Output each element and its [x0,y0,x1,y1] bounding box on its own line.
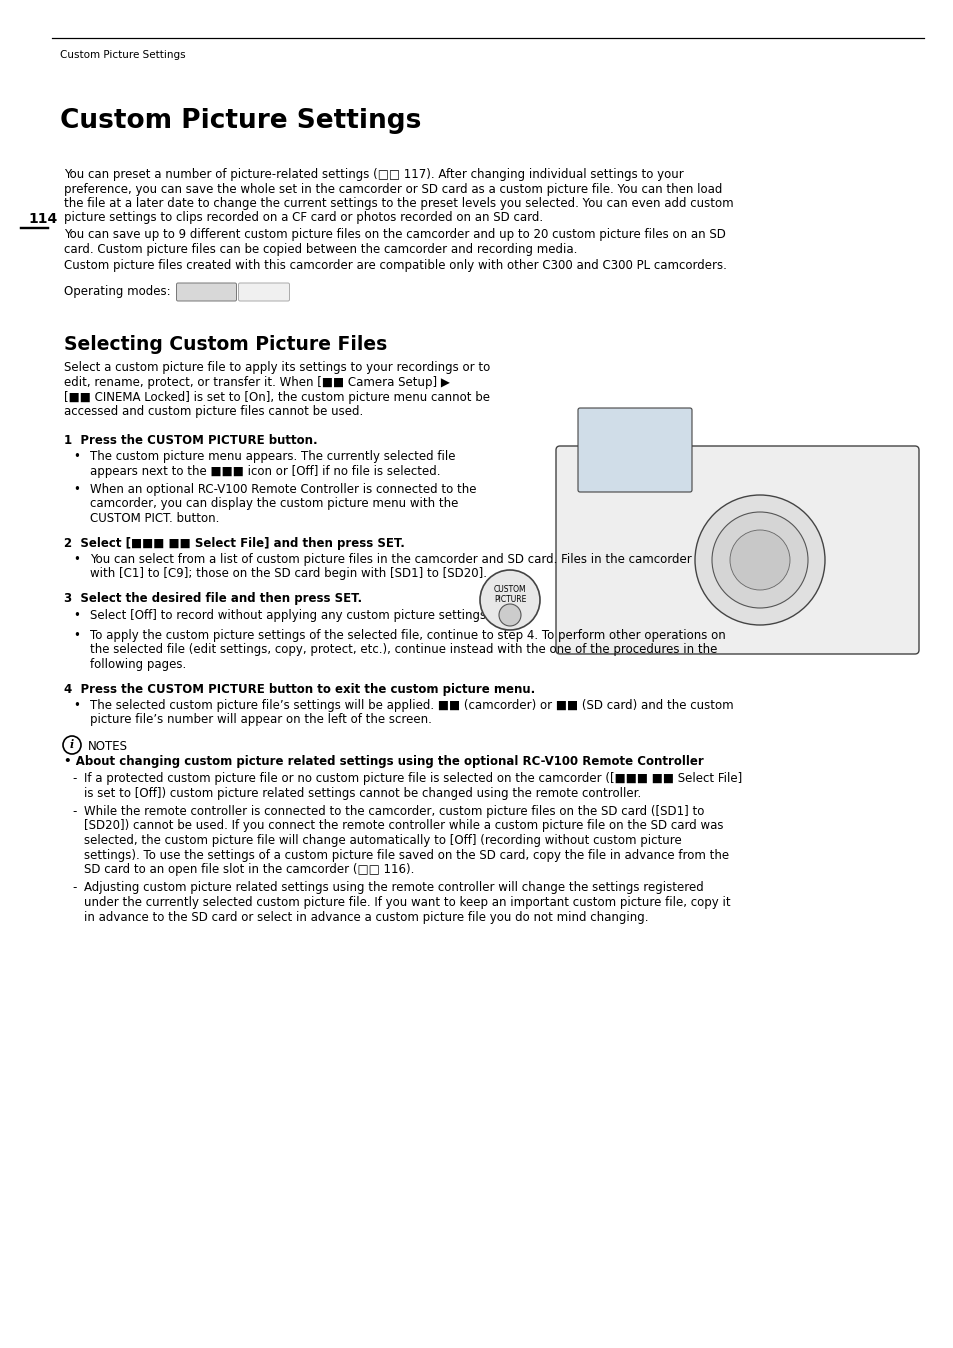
Text: accessed and custom picture files cannot be used.: accessed and custom picture files cannot… [64,404,363,418]
Text: appears next to the ■■■ icon or [Off] if no file is selected.: appears next to the ■■■ icon or [Off] if… [90,465,440,477]
Text: [■■ CINEMA Locked] is set to [On], the custom picture menu cannot be: [■■ CINEMA Locked] is set to [On], the c… [64,391,490,403]
Circle shape [729,530,789,590]
Circle shape [695,495,824,625]
Text: To apply the custom picture settings of the selected file, continue to step 4. T: To apply the custom picture settings of … [90,630,725,642]
Text: •: • [73,553,80,566]
Text: CUSTOM: CUSTOM [493,585,526,594]
Text: -: - [71,805,76,818]
Text: following pages.: following pages. [90,658,186,671]
Text: SD card to an open file slot in the camcorder (□□ 116).: SD card to an open file slot in the camc… [84,863,414,876]
Text: Select [Off] to record without applying any custom picture settings.: Select [Off] to record without applying … [90,608,489,621]
Text: picture settings to clips recorded on a CF card or photos recorded on an SD card: picture settings to clips recorded on a … [64,212,542,225]
Text: preference, you can save the whole set in the camcorder or SD card as a custom p: preference, you can save the whole set i… [64,182,721,195]
Text: If a protected custom picture file or no custom picture file is selected on the : If a protected custom picture file or no… [84,772,741,785]
Text: You can save up to 9 different custom picture files on the camcorder and up to 2: You can save up to 9 different custom pi… [64,228,725,241]
Text: Adjusting custom picture related settings using the remote controller will chang: Adjusting custom picture related setting… [84,882,703,895]
FancyBboxPatch shape [556,446,918,654]
Text: card. Custom picture files can be copied between the camcorder and recording med: card. Custom picture files can be copied… [64,243,577,256]
Text: The custom picture menu appears. The currently selected file: The custom picture menu appears. The cur… [90,450,455,462]
Text: camcorder, you can display the custom picture menu with the: camcorder, you can display the custom pi… [90,497,457,511]
Text: 1  Press the CUSTOM PICTURE button.: 1 Press the CUSTOM PICTURE button. [64,434,317,446]
Circle shape [498,604,520,625]
Text: is set to [Off]) custom picture related settings cannot be changed using the rem: is set to [Off]) custom picture related … [84,786,640,799]
Text: While the remote controller is connected to the camcorder, custom picture files : While the remote controller is connected… [84,805,703,818]
Text: with [C1] to [C9]; those on the SD card begin with [SD1] to [SD20].: with [C1] to [C9]; those on the SD card … [90,568,486,581]
Text: 4  Press the CUSTOM PICTURE button to exit the custom picture menu.: 4 Press the CUSTOM PICTURE button to exi… [64,682,535,696]
Text: [SD20]) cannot be used. If you connect the remote controller while a custom pict: [SD20]) cannot be used. If you connect t… [84,820,722,833]
Text: •: • [73,450,80,462]
Text: the file at a later date to change the current settings to the preset levels you: the file at a later date to change the c… [64,197,733,210]
Text: Custom Picture Settings: Custom Picture Settings [60,50,186,61]
Text: 3  Select the desired file and then press SET.: 3 Select the desired file and then press… [64,592,362,605]
Text: -: - [71,882,76,895]
Text: Custom Picture Settings: Custom Picture Settings [60,108,421,133]
Circle shape [63,736,81,754]
Text: The selected custom picture file’s settings will be applied. ■■ (camcorder) or ■: The selected custom picture file’s setti… [90,700,733,712]
Text: CUSTOM PICT. button.: CUSTOM PICT. button. [90,512,219,524]
Text: Select a custom picture file to apply its settings to your recordings or to: Select a custom picture file to apply it… [64,361,490,375]
Text: in advance to the SD card or select in advance a custom picture file you do not : in advance to the SD card or select in a… [84,910,648,923]
Text: selected, the custom picture file will change automatically to [Off] (recording : selected, the custom picture file will c… [84,834,681,847]
Text: 114: 114 [28,212,57,226]
Text: •: • [73,700,80,712]
Circle shape [711,512,807,608]
Text: PICTURE: PICTURE [494,596,526,604]
Text: MEDIA: MEDIA [250,286,278,294]
Text: the selected file (edit settings, copy, protect, etc.), continue instead with th: the selected file (edit settings, copy, … [90,643,717,656]
FancyBboxPatch shape [176,283,236,301]
Text: COPY: COPY [659,477,799,582]
Text: NOTES: NOTES [88,740,128,754]
Text: 2  Select [■■■ ■■ Select File] and then press SET.: 2 Select [■■■ ■■ Select File] and then p… [64,537,404,550]
Text: Custom picture files created with this camcorder are compatible only with other : Custom picture files created with this c… [64,259,726,272]
Text: Selecting Custom Picture Files: Selecting Custom Picture Files [64,336,387,355]
Text: CAMERA: CAMERA [188,286,225,294]
Text: edit, rename, protect, or transfer it. When [■■ Camera Setup] ▶: edit, rename, protect, or transfer it. W… [64,376,450,390]
Text: picture file’s number will appear on the left of the screen.: picture file’s number will appear on the… [90,713,432,727]
Text: •: • [73,483,80,496]
FancyBboxPatch shape [578,408,691,492]
FancyBboxPatch shape [238,283,289,301]
Circle shape [479,570,539,630]
Text: •: • [73,630,80,642]
Text: •: • [73,608,80,621]
Text: You can select from a list of custom picture files in the camcorder and SD card.: You can select from a list of custom pic… [90,553,728,566]
Text: When an optional RC-V100 Remote Controller is connected to the: When an optional RC-V100 Remote Controll… [90,483,476,496]
Text: settings). To use the settings of a custom picture file saved on the SD card, co: settings). To use the settings of a cust… [84,848,728,861]
Text: -: - [71,772,76,785]
Text: • About changing custom picture related settings using the optional RC-V100 Remo: • About changing custom picture related … [64,755,703,768]
Text: Operating modes:: Operating modes: [64,286,171,298]
Text: i: i [70,740,74,751]
Text: You can preset a number of picture-related settings (□□ 117). After changing ind: You can preset a number of picture-relat… [64,168,683,181]
Text: under the currently selected custom picture file. If you want to keep an importa: under the currently selected custom pict… [84,896,730,909]
